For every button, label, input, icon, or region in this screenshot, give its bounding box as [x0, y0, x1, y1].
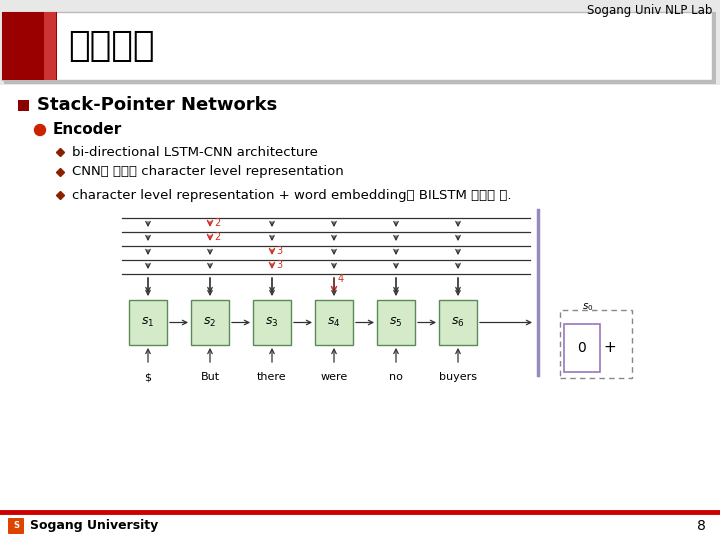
- Bar: [564, 324, 600, 372]
- FancyBboxPatch shape: [8, 518, 24, 534]
- Text: Sogang University: Sogang University: [30, 519, 158, 532]
- Text: 0: 0: [577, 341, 586, 355]
- Text: 2: 2: [214, 232, 220, 242]
- Text: bi-directional LSTM-CNN architecture: bi-directional LSTM-CNN architecture: [72, 145, 318, 159]
- Text: 8: 8: [697, 519, 706, 533]
- Text: 기존연구: 기존연구: [68, 29, 155, 63]
- Text: 2: 2: [214, 218, 220, 228]
- Text: $s_1$: $s_1$: [141, 316, 155, 329]
- Text: +: +: [603, 341, 616, 355]
- Text: Stack-Pointer Networks: Stack-Pointer Networks: [37, 96, 277, 114]
- Text: Sogang Univ NLP Lab: Sogang Univ NLP Lab: [587, 4, 712, 17]
- Text: $s_6$: $s_6$: [451, 316, 464, 329]
- Text: no: no: [389, 372, 403, 382]
- Text: were: were: [320, 372, 348, 382]
- Text: 3: 3: [276, 246, 282, 256]
- Bar: [191, 300, 229, 345]
- Bar: [560, 310, 632, 378]
- Text: But: But: [200, 372, 220, 382]
- Bar: [377, 300, 415, 345]
- Bar: [0, 0, 720, 85]
- Bar: [44, 12, 56, 80]
- Text: there: there: [257, 372, 287, 382]
- Text: $s_5$: $s_5$: [390, 316, 402, 329]
- Bar: [253, 300, 291, 345]
- Text: $s_3$: $s_3$: [265, 316, 279, 329]
- Text: $: $: [145, 372, 151, 382]
- Text: $s_0$: $s_0$: [582, 301, 593, 313]
- Text: 4: 4: [338, 274, 344, 284]
- Bar: [129, 300, 167, 345]
- Text: CNN을 통해서 character level representation: CNN을 통해서 character level representation: [72, 165, 343, 179]
- Text: S: S: [13, 522, 19, 530]
- Text: $s_2$: $s_2$: [204, 316, 217, 329]
- Text: buyers: buyers: [439, 372, 477, 382]
- Text: 3: 3: [276, 260, 282, 270]
- Text: $s_4$: $s_4$: [328, 316, 341, 329]
- Circle shape: [35, 125, 45, 136]
- Bar: [18, 99, 29, 111]
- Bar: [439, 300, 477, 345]
- Text: character level representation + word embedding이 BILSTM 입력이 됨.: character level representation + word em…: [72, 188, 511, 201]
- Bar: [2, 12, 57, 80]
- Bar: [315, 300, 353, 345]
- Text: Encoder: Encoder: [53, 123, 122, 138]
- Bar: [2, 12, 712, 80]
- Bar: [4, 12, 716, 84]
